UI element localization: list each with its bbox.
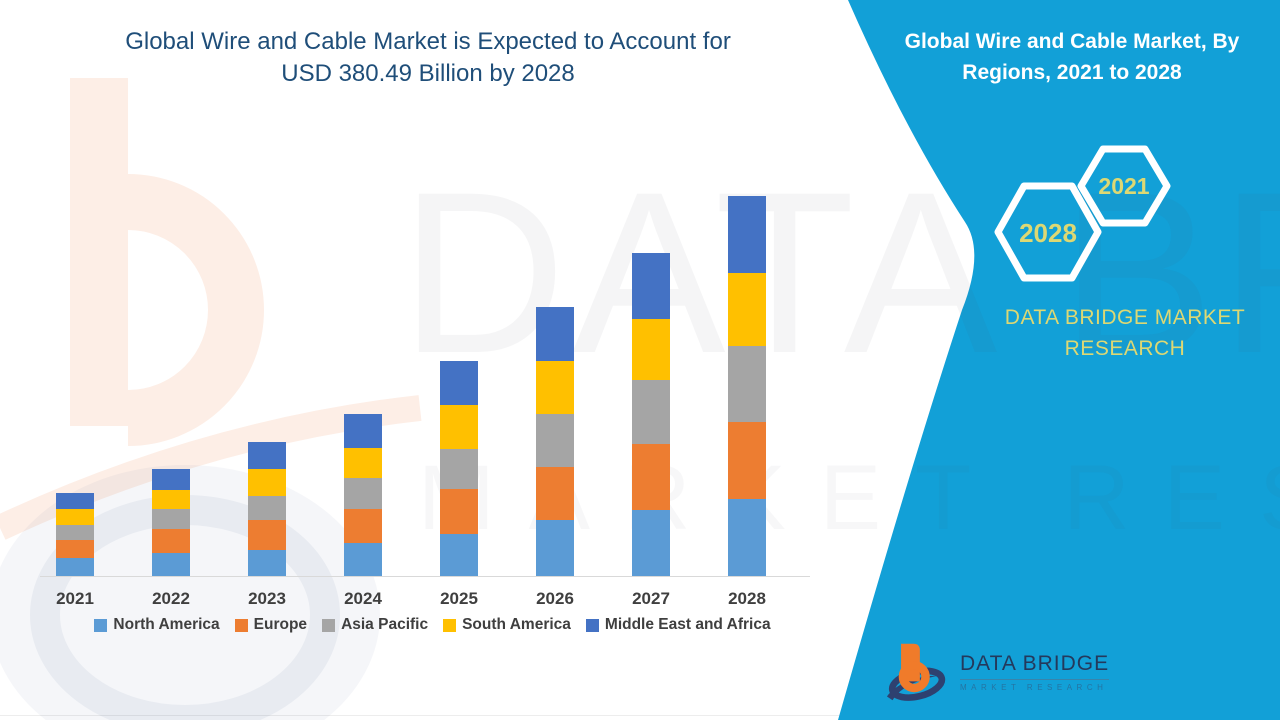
bar-segment-middle-east-and-africa <box>440 361 478 405</box>
bar-segment-north-america <box>536 520 574 576</box>
year-badges <box>994 145 1171 282</box>
legend-label: North America <box>113 616 220 633</box>
bar-segment-south-america <box>152 490 190 509</box>
hexagon-2021 <box>1077 145 1171 227</box>
bar-segment-north-america <box>344 543 382 576</box>
bar-segment-south-america <box>344 448 382 478</box>
bar-segment-europe <box>536 467 574 520</box>
bar-segment-middle-east-and-africa <box>152 469 190 490</box>
chart-legend: North America Europe Asia Pacific South Ame… <box>40 616 825 634</box>
x-axis-label-2024: 2024 <box>344 589 382 608</box>
bar-segment-asia-pacific <box>728 346 766 422</box>
logo-name: DATA BRIDGE <box>960 652 1110 680</box>
bar-segment-south-america <box>248 469 286 496</box>
legend-swatch <box>585 618 599 632</box>
chart-title: Global Wire and Cable Market is Expected… <box>125 28 731 87</box>
stacked-bar-2023 <box>248 442 286 576</box>
bar-segment-south-america <box>440 405 478 449</box>
stacked-bar-2024 <box>344 414 382 576</box>
legend-item-north-america: North America <box>94 616 220 634</box>
bar-segment-asia-pacific <box>632 380 670 444</box>
legend-swatch <box>234 618 248 632</box>
bar-segment-north-america <box>632 510 670 576</box>
bar-segment-asia-pacific <box>248 496 286 520</box>
logo-b-bowl <box>898 661 930 693</box>
slide-bottom-edge <box>0 715 880 716</box>
stacked-bar-2026 <box>536 307 574 576</box>
badge-2021-label: 2021 <box>1098 173 1150 199</box>
bar-segment-north-america <box>248 550 286 576</box>
bar-segment-south-america <box>728 273 766 346</box>
bar-segment-asia-pacific <box>344 478 382 509</box>
bar-segment-south-america <box>632 319 670 380</box>
bar-segment-europe <box>632 444 670 510</box>
bar-segment-asia-pacific <box>536 414 574 467</box>
legend-label: Asia Pacific <box>341 616 429 633</box>
company-logo: DATA BRIDGE MARKET RESEARCH <box>885 640 1110 704</box>
badge-2028-label: 2028 <box>1019 218 1077 248</box>
x-axis-label-2027: 2027 <box>632 589 670 608</box>
bar-segment-europe <box>728 422 766 499</box>
legend-item-asia-pacific: Asia Pacific <box>322 616 428 634</box>
x-axis-label-2023: 2023 <box>248 589 286 608</box>
bar-segment-north-america <box>56 558 94 576</box>
hexagon-2028 <box>994 182 1102 282</box>
chart-plot: 2021 2022 2023 2024 2025 2026 2027 2028 <box>40 180 810 608</box>
watermark-b-bar <box>70 78 128 426</box>
bar-segment-europe <box>152 529 190 553</box>
bar-segment-middle-east-and-africa <box>536 307 574 361</box>
company-logo-icon <box>886 643 946 701</box>
bar-segment-asia-pacific <box>440 449 478 489</box>
x-axis-label-2025: 2025 <box>440 589 478 608</box>
bar-segment-asia-pacific <box>152 509 190 529</box>
legend-label: Middle East and Africa <box>604 616 771 633</box>
bar-segment-south-america <box>56 509 94 525</box>
teal-panel-shape <box>838 0 1280 720</box>
bar-segment-europe <box>56 540 94 558</box>
bar-segment-asia-pacific <box>56 525 94 540</box>
bar-segment-north-america <box>728 499 766 576</box>
legend-label: Europe <box>253 616 308 633</box>
panel-title: Global Wire and Cable Market, By Regions… <box>904 30 1240 84</box>
bar-segment-middle-east-and-africa <box>632 253 670 319</box>
legend-swatch <box>94 618 108 632</box>
bar-segment-south-america <box>536 361 574 414</box>
legend-item-south-america: South America <box>443 616 571 634</box>
legend-swatch <box>322 618 336 632</box>
bar-segment-europe <box>440 489 478 534</box>
bar-segment-middle-east-and-africa <box>56 493 94 509</box>
stacked-bar-2027 <box>632 253 670 576</box>
bar-segment-north-america <box>440 534 478 576</box>
panel-brand-text: DATA BRIDGE MARKET RESEARCH <box>1004 306 1246 360</box>
legend-label: South America <box>462 616 571 633</box>
stacked-bar-2025 <box>440 361 478 576</box>
bar-segment-middle-east-and-africa <box>344 414 382 448</box>
bar-segment-europe <box>248 520 286 550</box>
bar-segment-middle-east-and-africa <box>728 195 766 273</box>
x-axis-label-2026: 2026 <box>536 589 574 608</box>
logo-tagline: MARKET RESEARCH <box>960 683 1108 692</box>
legend-item-middle-east-and-africa: Middle East and Africa <box>585 616 771 634</box>
stacked-bar-2022 <box>152 469 190 576</box>
watermark-b-bowl <box>127 174 264 446</box>
stacked-bar-2021 <box>56 493 94 576</box>
bar-segment-middle-east-and-africa <box>248 442 286 469</box>
bar-segment-europe <box>344 509 382 543</box>
bar-segment-north-america <box>152 553 190 576</box>
logo-text: DATA BRIDGE MARKET RESEARCH <box>960 652 1110 692</box>
stacked-bar-2028 <box>728 195 766 576</box>
x-axis-label-2028: 2028 <box>728 589 766 608</box>
x-axis-label-2021: 2021 <box>56 589 94 608</box>
x-axis-label-2022: 2022 <box>152 589 190 608</box>
legend-swatch <box>443 618 457 632</box>
legend-item-europe: Europe <box>234 616 308 634</box>
